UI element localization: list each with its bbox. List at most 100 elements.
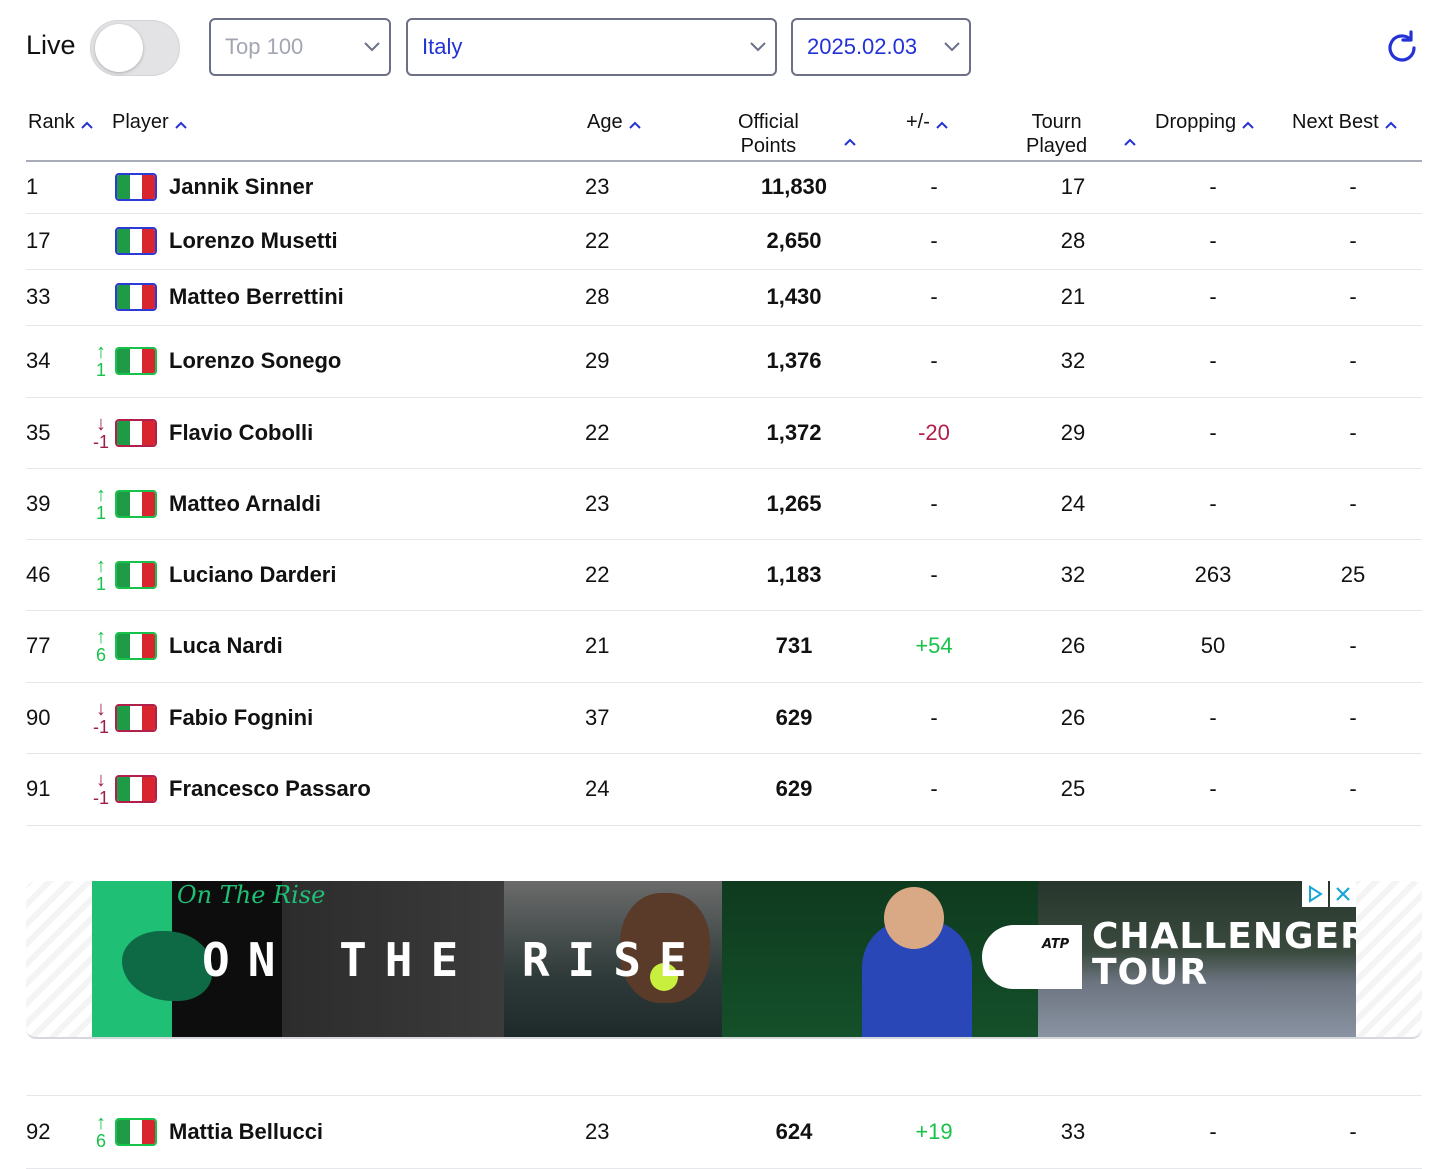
- table-row[interactable]: 1 Jannik Sinner 23 11,830 - 17 - -: [26, 160, 1422, 214]
- sort-plusminus[interactable]: +/-: [906, 110, 948, 135]
- age-cell: 22: [585, 561, 610, 587]
- arrow-down-icon: ↓: [96, 769, 106, 791]
- dropping-cell: -: [1209, 776, 1217, 801]
- sort-player[interactable]: Player: [112, 110, 187, 135]
- sort-age[interactable]: Age: [587, 110, 641, 135]
- table-row[interactable]: 33 Matteo Berrettini 28 1,430 - 21 - -: [26, 269, 1422, 326]
- player-name[interactable]: Luciano Darderi: [169, 561, 337, 587]
- age-cell: 28: [585, 284, 610, 309]
- points-cell: 1,183: [766, 561, 822, 587]
- table-row[interactable]: 39 ↑ 1 Matteo Arnaldi 23 1,265 - 24 - -: [26, 468, 1422, 540]
- rank-change-value: -1: [92, 716, 109, 737]
- rank-change: ↓ -1: [90, 769, 112, 808]
- sort-up-icon: [628, 111, 641, 135]
- player-name[interactable]: Flavio Cobolli: [169, 419, 314, 445]
- flag-stripe: [117, 349, 130, 373]
- table-row[interactable]: 91 ↓ -1 Francesco Passaro 24 629 - 25 - -: [26, 753, 1422, 826]
- live-toggle[interactable]: [90, 20, 180, 76]
- player-name[interactable]: Lorenzo Sonego: [169, 348, 342, 373]
- player-name[interactable]: Lorenzo Musetti: [169, 228, 338, 253]
- tourn-played-cell: 32: [1060, 561, 1086, 587]
- next-best-cell: -: [1349, 284, 1357, 309]
- country-select[interactable]: Italy: [406, 18, 777, 76]
- ad-headline: ON THE RISE: [202, 933, 705, 987]
- sort-up-icon: [174, 111, 187, 135]
- sort-rank[interactable]: Rank: [28, 110, 93, 135]
- flag-stripe: [117, 420, 130, 445]
- sort-points[interactable]: Official Points: [738, 110, 868, 158]
- player-name[interactable]: Mattia Bellucci: [169, 1119, 324, 1144]
- italy-flag-icon: [115, 632, 157, 660]
- table-row[interactable]: 92 ↑ 6 Mattia Bellucci 23 624 +19 33 - -: [26, 1095, 1422, 1169]
- next-best-cell: -: [1349, 490, 1357, 516]
- ad-banner[interactable]: On The Rise ON THE RISE ATP CHALLENGER T…: [26, 881, 1422, 1039]
- age-cell: 23: [585, 173, 610, 199]
- italy-flag-icon: [115, 489, 157, 518]
- sort-up-icon: [1384, 111, 1397, 135]
- rank-change: ↑ 1: [90, 483, 112, 522]
- atp-logo: [982, 925, 1082, 989]
- arrow-up-icon: ↑: [96, 483, 106, 506]
- next-best-cell: -: [1349, 228, 1357, 253]
- date-select[interactable]: 2025.02.03: [791, 18, 971, 76]
- rank-header: Rank: [28, 111, 75, 133]
- table-row[interactable]: 34 ↑ 1 Lorenzo Sonego 29 1,376 - 32 - -: [26, 325, 1422, 398]
- refresh-icon[interactable]: [1382, 28, 1422, 68]
- age-cell: 37: [585, 704, 610, 730]
- player-name[interactable]: Francesco Passaro: [169, 776, 371, 801]
- sort-next-best[interactable]: Next Best: [1292, 110, 1397, 135]
- age-header: Age: [587, 111, 623, 133]
- points-cell: 1,376: [766, 348, 822, 373]
- flag-stripe: [129, 491, 143, 516]
- arrow-up-icon: ↑: [96, 1112, 106, 1134]
- points-header-line2: Points: [740, 135, 797, 157]
- flag-stripe: [129, 777, 143, 801]
- flag-stripe: [129, 174, 143, 199]
- rank-cell: 77: [26, 633, 51, 658]
- sort-up-icon: [844, 128, 856, 152]
- dropping-cell: -: [1209, 1119, 1217, 1144]
- player-name[interactable]: Jannik Sinner: [169, 173, 314, 199]
- tourn-played-cell: 28: [1060, 228, 1086, 253]
- table-row[interactable]: 17 Lorenzo Musetti 22 2,650 - 28 - -: [26, 213, 1422, 270]
- player-name[interactable]: Matteo Berrettini: [169, 284, 344, 309]
- chevron-down-icon: [355, 42, 389, 52]
- player-name[interactable]: Luca Nardi: [169, 633, 283, 658]
- brand-line2: TOUR: [1092, 952, 1209, 993]
- sort-dropping[interactable]: Dropping: [1155, 110, 1254, 135]
- italy-flag-icon: [115, 1118, 157, 1146]
- flag-stripe: [117, 1120, 130, 1144]
- player-name[interactable]: Fabio Fognini: [169, 704, 314, 730]
- age-cell: 23: [585, 490, 610, 516]
- rank-change-value: -1: [92, 788, 109, 808]
- flag-stripe: [117, 229, 130, 253]
- rank-change-value: 1: [95, 573, 106, 594]
- arrow-down-icon: ↓: [96, 412, 106, 435]
- flag-stripe: [142, 349, 155, 373]
- adchoices-icon[interactable]: [1302, 881, 1328, 907]
- player-name[interactable]: Matteo Arnaldi: [169, 490, 321, 516]
- close-icon[interactable]: [1330, 881, 1356, 907]
- top-n-select[interactable]: Top 100: [209, 18, 391, 76]
- arrow-up-icon: ↑: [96, 554, 106, 577]
- rank-change-value: 6: [95, 645, 106, 665]
- rank-cell: 92: [26, 1119, 51, 1144]
- table-row[interactable]: 46 ↑ 1 Luciano Darderi 22 1,183 - 32 263 25: [26, 539, 1422, 611]
- table-row[interactable]: 35 ↓ -1 Flavio Cobolli 22 1,372 -20 29 - -: [26, 397, 1422, 469]
- arrow-up-icon: ↑: [96, 341, 106, 363]
- points-cell: 629: [775, 704, 813, 730]
- ad-splash-graphic: [122, 931, 212, 1001]
- flag-stripe: [142, 174, 155, 199]
- tourn-played-cell: 26: [1060, 633, 1086, 658]
- table-row[interactable]: 90 ↓ -1 Fabio Fognini 37 629 - 26 - -: [26, 682, 1422, 754]
- ad-creative[interactable]: On The Rise ON THE RISE ATP CHALLENGER T…: [92, 881, 1356, 1037]
- plusminus-cell: -: [930, 348, 938, 373]
- brand-line1: CHALLENGER: [1092, 916, 1356, 957]
- age-cell: 21: [585, 633, 610, 658]
- plusminus-cell: -: [930, 704, 938, 730]
- tourn-played-cell: 21: [1060, 284, 1086, 309]
- sort-tourn-played[interactable]: Tourn Played: [1026, 110, 1146, 158]
- table-row[interactable]: 77 ↑ 6 Luca Nardi 21 731 +54 26 50 -: [26, 610, 1422, 683]
- flag-stripe: [142, 420, 155, 445]
- plusminus-cell: +54: [915, 633, 953, 658]
